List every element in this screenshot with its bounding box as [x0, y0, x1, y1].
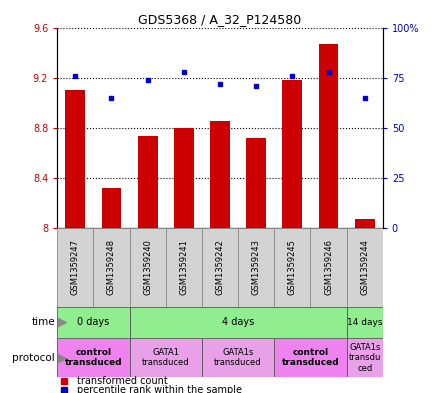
Text: GSM1359245: GSM1359245	[288, 239, 297, 295]
Bar	[210, 121, 230, 228]
Text: GSM1359248: GSM1359248	[107, 239, 116, 295]
Text: GSM1359243: GSM1359243	[252, 239, 260, 295]
Bar	[129, 338, 202, 377]
Bar	[166, 228, 202, 307]
Text: GSM1359244: GSM1359244	[360, 239, 369, 295]
Text: control
transduced: control transduced	[282, 348, 339, 367]
Bar	[347, 228, 383, 307]
Text: ▶: ▶	[58, 351, 68, 364]
Text: protocol: protocol	[12, 353, 55, 363]
Bar	[355, 219, 375, 228]
Text: ▶: ▶	[58, 316, 68, 329]
Bar	[238, 228, 274, 307]
Text: GSM1359247: GSM1359247	[71, 239, 80, 295]
Text: GSM1359242: GSM1359242	[216, 239, 224, 295]
Text: time: time	[31, 317, 55, 327]
Bar	[138, 136, 158, 228]
Bar	[93, 228, 129, 307]
Text: transformed count: transformed count	[77, 376, 168, 386]
Bar	[66, 90, 85, 228]
Text: 4 days: 4 days	[222, 317, 254, 327]
Text: GSM1359240: GSM1359240	[143, 239, 152, 295]
Bar	[202, 228, 238, 307]
Bar	[129, 307, 347, 338]
Bar	[57, 228, 93, 307]
Bar	[282, 80, 302, 228]
Bar	[202, 338, 274, 377]
Bar	[57, 307, 129, 338]
Text: 0 days: 0 days	[77, 317, 110, 327]
Bar	[347, 338, 383, 377]
Text: GATA1s
transdu
ced: GATA1s transdu ced	[348, 343, 381, 373]
Text: control
transduced: control transduced	[65, 348, 122, 367]
Bar	[102, 188, 121, 228]
Text: GATA1
transduced: GATA1 transduced	[142, 348, 190, 367]
Bar	[129, 228, 166, 307]
Bar	[311, 228, 347, 307]
Bar	[274, 338, 347, 377]
Text: GSM1359241: GSM1359241	[180, 239, 188, 295]
Bar	[274, 228, 311, 307]
Bar	[174, 128, 194, 228]
Text: 14 days: 14 days	[347, 318, 382, 327]
Bar	[347, 307, 383, 338]
Text: GATA1s
transduced: GATA1s transduced	[214, 348, 262, 367]
Title: GDS5368 / A_32_P124580: GDS5368 / A_32_P124580	[138, 13, 302, 26]
Bar	[57, 338, 129, 377]
Text: GSM1359246: GSM1359246	[324, 239, 333, 295]
Bar	[319, 44, 338, 228]
Bar	[246, 138, 266, 228]
Text: percentile rank within the sample: percentile rank within the sample	[77, 385, 242, 393]
